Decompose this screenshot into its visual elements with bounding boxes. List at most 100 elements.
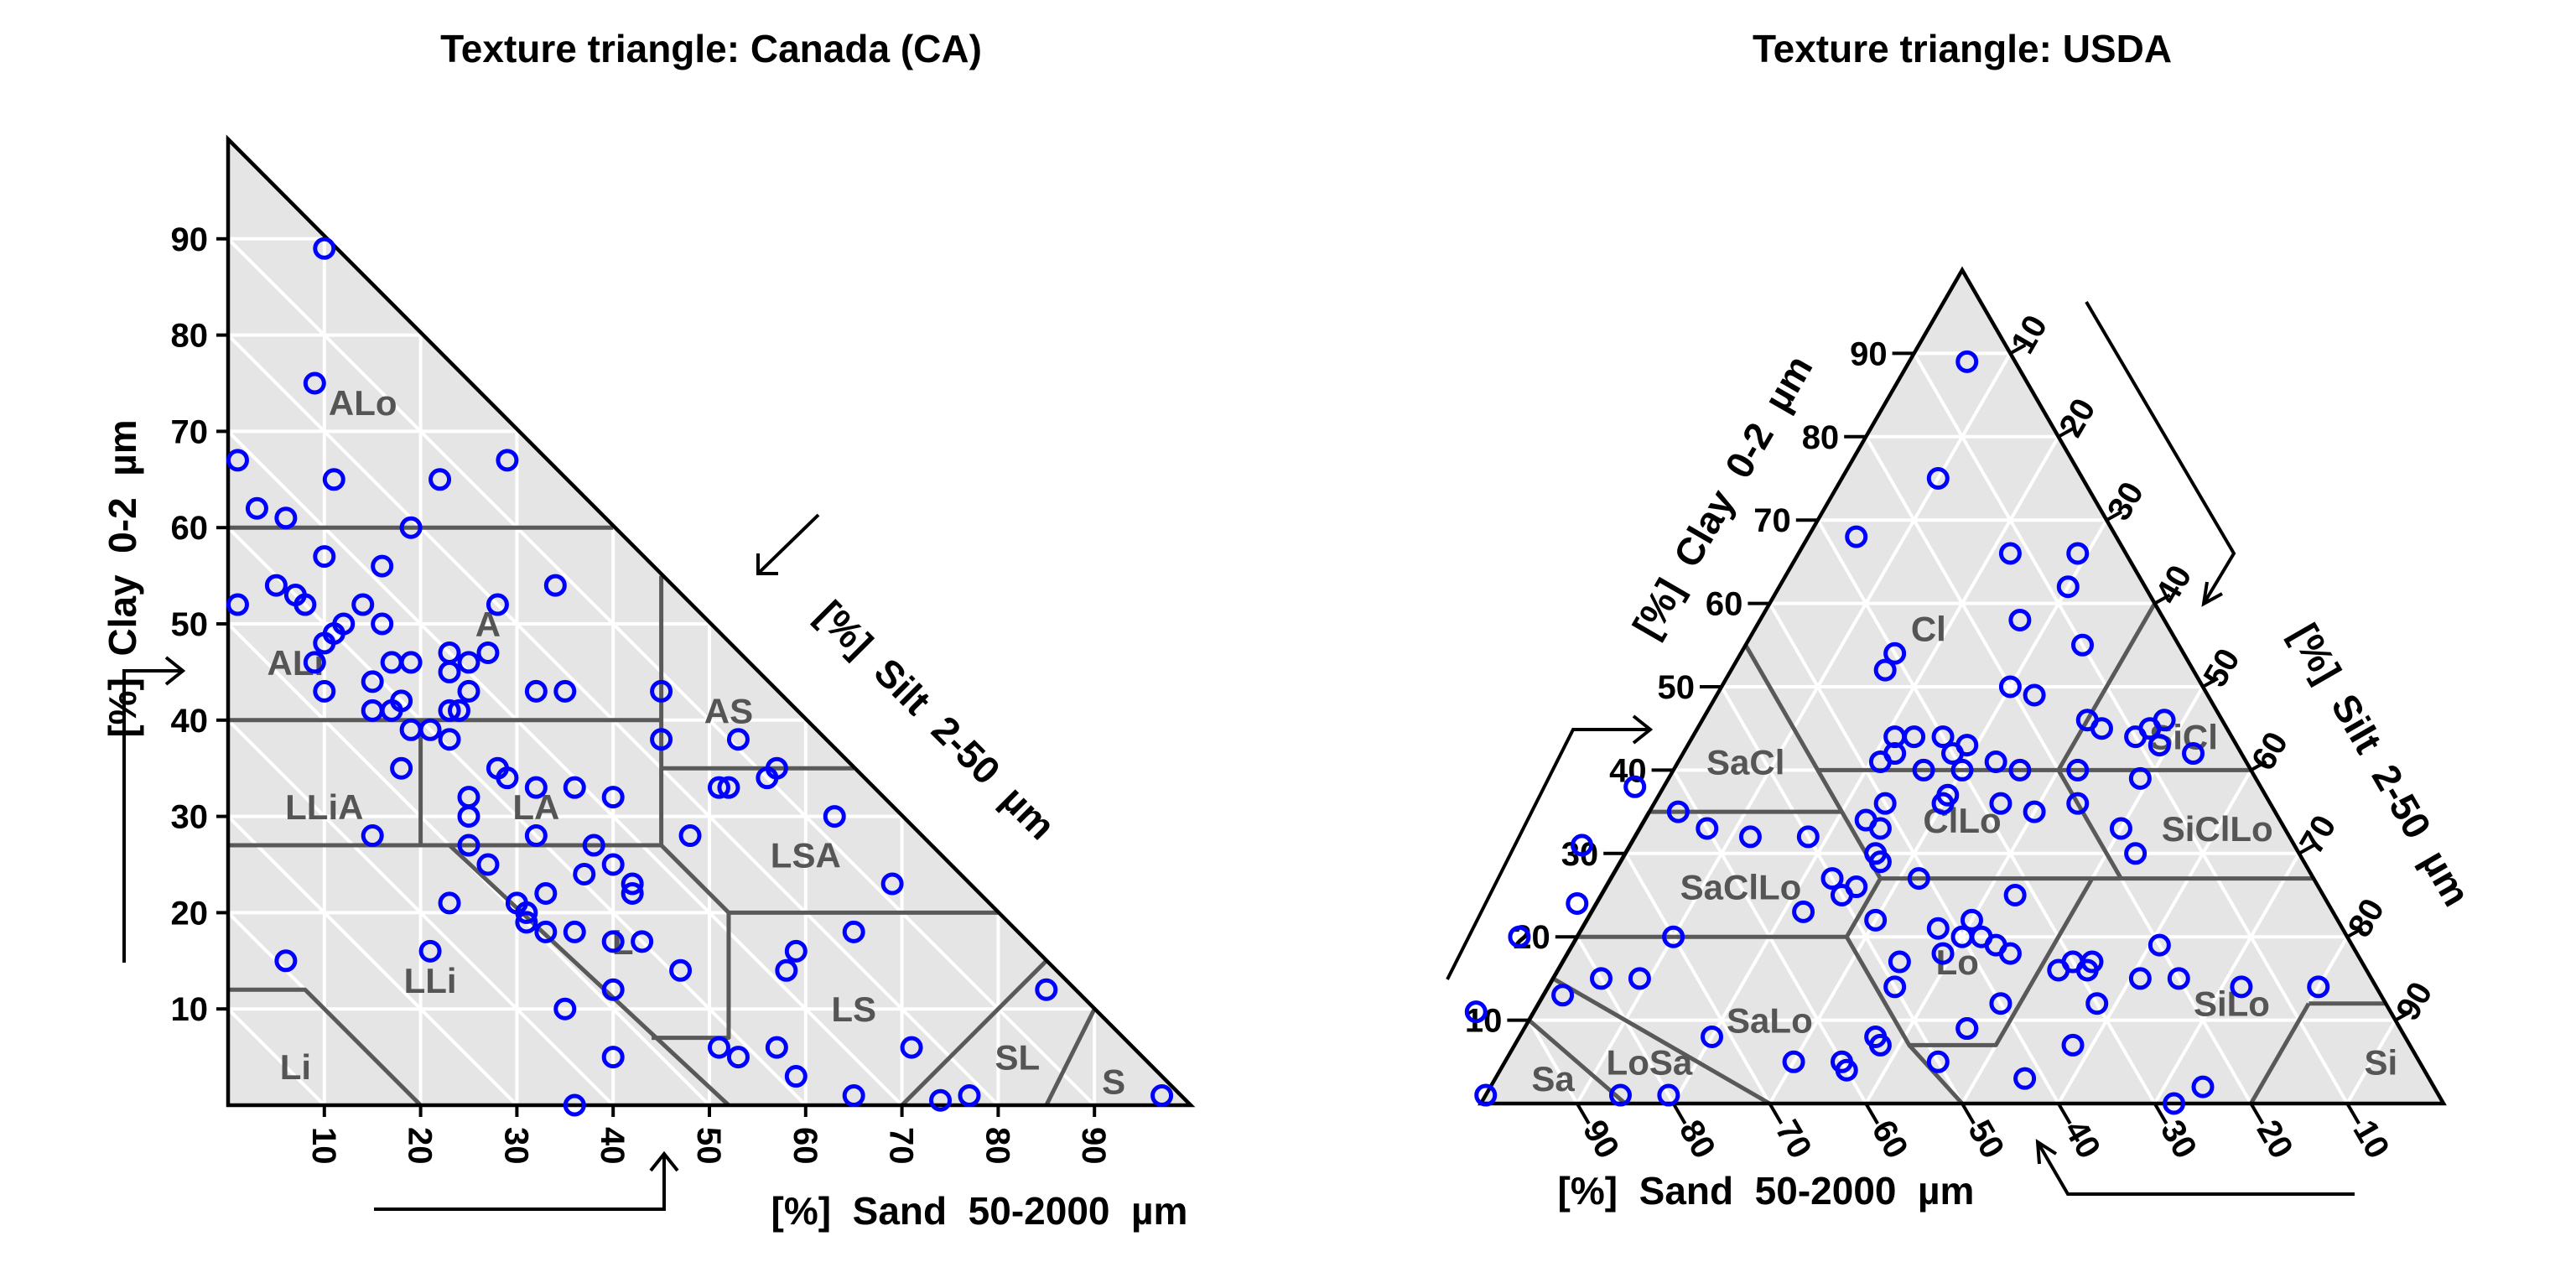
canada-data-point <box>226 593 249 616</box>
canada-data-point <box>361 824 384 848</box>
canada-grid-line-silt <box>226 429 904 1107</box>
usda-data-point <box>1989 792 2012 815</box>
usda-data-point <box>1868 1033 1892 1057</box>
usda-data-point <box>1873 792 1897 815</box>
canada-data-point <box>929 1088 953 1112</box>
usda-class-label: SiClLo <box>2162 809 2273 849</box>
canada-data-point <box>650 728 673 751</box>
usda-data-point <box>2056 575 2080 599</box>
canada-data-point <box>631 930 654 953</box>
canada-data-point <box>563 776 586 799</box>
usda-data-point <box>1464 1000 1488 1024</box>
usda-data-point <box>1628 967 1651 990</box>
usda-data-point <box>1989 992 2012 1015</box>
canada-class-label: Li <box>280 1047 311 1087</box>
canada-data-point <box>313 545 336 569</box>
usda-class-label: LoSa <box>1607 1042 1693 1082</box>
usda-data-point <box>2230 975 2253 999</box>
canada-sand-tick-label: 30 <box>497 1127 534 1165</box>
usda-data-point <box>1608 1083 1632 1107</box>
usda-data-point <box>1998 942 2022 965</box>
usda-data-point <box>2061 1033 2085 1057</box>
usda-silt-tick <box>2346 927 2364 938</box>
canada-sand-tick-label: 90 <box>1075 1127 1112 1165</box>
usda-data-point <box>1868 817 1892 840</box>
usda-silt-direction-arrow <box>2085 300 2236 607</box>
canada-data-point <box>371 554 394 578</box>
canada-class-label: LSA <box>771 836 841 875</box>
usda-data-point <box>2128 967 2152 990</box>
usda-data-point <box>2066 792 2090 815</box>
canada-grid-line-silt <box>226 719 615 1107</box>
canada-data-point <box>958 1084 981 1108</box>
canada-data-point <box>322 468 345 491</box>
usda-data-point <box>1845 525 1868 548</box>
canada-sand-tick-label: 40 <box>594 1127 631 1165</box>
canada-class-label: AS <box>704 691 753 730</box>
canada-data-point <box>274 506 298 530</box>
canada-texture-chart: Texture triangle: Canada (CA) 10 20 30 40 50… <box>101 27 1196 1233</box>
usda-data-point <box>1970 925 1993 948</box>
canada-data-point <box>765 1036 788 1059</box>
usda-data-point <box>2008 758 2032 782</box>
usda-data-point <box>1998 675 2022 699</box>
canada-data-point <box>717 776 740 799</box>
canada-data-point <box>601 978 625 1001</box>
usda-silt-tick <box>2153 593 2171 605</box>
canada-clay-direction-arrow <box>122 656 186 963</box>
usda-grid-line-silt <box>2345 1019 2397 1105</box>
usda-data-point <box>1738 825 1762 849</box>
usda-data-point <box>2090 717 2113 740</box>
canada-data-point <box>524 824 548 848</box>
canada-data-point <box>303 371 326 395</box>
usda-sand-tick <box>2153 1102 2168 1125</box>
usda-class-boundary <box>2056 602 2157 771</box>
canada-data-point <box>726 1046 750 1069</box>
usda-data-point <box>1960 908 1983 932</box>
usda-grid-line-sand <box>1816 519 2157 1105</box>
usda-clay-direction-arrow <box>1446 714 1654 980</box>
usda-data-point <box>1955 350 1979 373</box>
usda-sand-tick-label: 50 <box>1961 1114 2011 1166</box>
usda-data-point <box>1883 975 1907 999</box>
usda-class-label: Cl <box>1911 609 1946 648</box>
canada-class-label: S <box>1102 1062 1125 1101</box>
usda-data-point <box>2163 1092 2186 1115</box>
canada-data-point <box>380 699 403 722</box>
canada-data-point <box>775 958 798 982</box>
usda-data-point <box>1903 725 1926 749</box>
canada-data-point <box>534 920 558 943</box>
canada-data-point <box>448 699 471 722</box>
canada-data-point <box>496 449 519 472</box>
usda-sand-tick-label: 80 <box>1672 1114 1722 1166</box>
canada-sand-tick-label: 10 <box>305 1127 342 1165</box>
usda-data-point <box>1907 867 1930 891</box>
canada-data-point <box>765 756 788 780</box>
canada-class-label: LS <box>831 989 876 1029</box>
usda-sand-tick <box>2345 1102 2360 1125</box>
usda-data-point <box>1864 908 1888 932</box>
usda-data-point <box>2023 683 2046 707</box>
usda-data-point <box>2066 758 2090 782</box>
canada-data-point <box>226 449 249 472</box>
canada-class-boundary <box>900 959 1048 1107</box>
canada-sand-tick-label: 60 <box>787 1127 823 1165</box>
usda-sand-tick-label: 40 <box>2057 1114 2107 1166</box>
canada-data-point <box>399 516 423 539</box>
usda-silt-tick <box>2057 427 2075 439</box>
canada-data-point <box>900 1036 923 1059</box>
usda-data-point <box>2148 933 2171 957</box>
usda-clay-tick-label: 90 <box>1850 335 1888 372</box>
canada-clay-tick-label: 60 <box>171 510 209 547</box>
usda-data-point <box>1931 942 1955 965</box>
canada-data-point <box>274 949 298 973</box>
usda-grid-line-silt <box>2153 852 2301 1105</box>
usda-class-boundary <box>1743 644 1844 813</box>
usda-sand-tick <box>2057 1102 2072 1125</box>
canada-data-point <box>534 881 558 905</box>
usda-clay-tick-label: 80 <box>1802 419 1840 456</box>
canada-clay-tick-label: 20 <box>171 895 209 932</box>
canada-data-point <box>438 699 461 722</box>
usda-data-point <box>2167 967 2190 990</box>
